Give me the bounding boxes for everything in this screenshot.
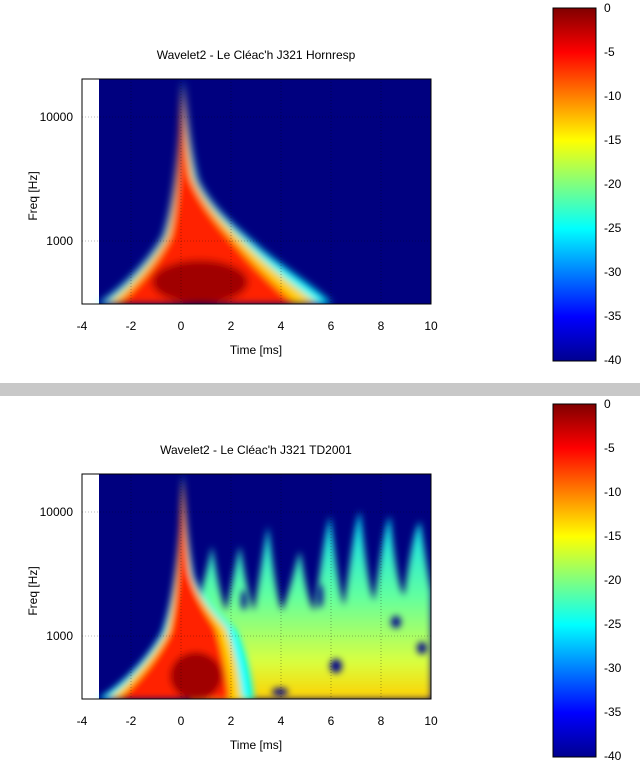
y-tick-label: 1000 [46, 234, 73, 248]
wavelet-chart-td2001: Wavelet2 - Le Cléac'h J321 TD2001 [26, 397, 622, 763]
decay-region [98, 79, 332, 304]
x-tick-label: 4 [278, 319, 285, 333]
x-tick-label: -2 [126, 714, 137, 728]
x-tick-label: -2 [126, 319, 137, 333]
y-tick-label: 10000 [40, 110, 74, 124]
colorbar-tick-label: -35 [604, 309, 622, 323]
colorbar-tick-label: -5 [604, 45, 615, 59]
y-tick-label: 1000 [46, 629, 73, 643]
floor-notches [241, 584, 427, 696]
colorbar-tick-label: -20 [604, 177, 622, 191]
colorbar [552, 403, 597, 758]
floor-fill [190, 511, 431, 699]
colorbar-tick-label: -25 [604, 221, 622, 235]
colorbar-tick-label: -15 [604, 133, 622, 147]
x-tick-labels: -4 -2 0 2 4 6 8 10 [77, 319, 438, 333]
x-axis-label: Time [ms] [230, 343, 282, 357]
decay-mid-contour [106, 84, 318, 304]
x-tick-label: 8 [378, 319, 385, 333]
grid-lines [82, 474, 431, 699]
colorbar [552, 7, 597, 362]
y-tick-labels: 10000 1000 [40, 110, 74, 248]
chart-title: Wavelet2 - Le Cléac'h J321 Hornresp [157, 48, 356, 62]
x-tick-label: 8 [378, 714, 385, 728]
x-tick-label: 6 [328, 319, 335, 333]
colorbar-tick-label: -30 [604, 265, 622, 279]
decay-peak [152, 260, 248, 304]
y-tick-label: 10000 [40, 505, 74, 519]
x-tick-label: -4 [77, 319, 88, 333]
plot-frame [81, 78, 432, 305]
residual-floor [190, 511, 431, 699]
x-tick-label: 0 [178, 319, 185, 333]
x-tick-label: 4 [278, 714, 285, 728]
wavelet-panel-td2001: Wavelet2 - Le Cléac'h J321 TD2001 [0, 396, 640, 779]
plot-frame [81, 473, 432, 700]
grid-lines [82, 79, 431, 304]
colorbar-tick-labels: 0 -5 -10 -15 -20 -25 -30 -35 -40 [604, 397, 622, 763]
x-tick-label: 10 [424, 714, 438, 728]
floor-notch [417, 642, 427, 654]
colorbar-tick-label: -10 [604, 89, 622, 103]
colorbar-tick-label: -30 [604, 661, 622, 675]
decay-outer-contour [98, 79, 332, 304]
wavelet-chart-hornresp: Wavelet2 - Le Cléac'h J321 Hornresp -4 -… [26, 1, 622, 367]
x-tick-label: 2 [228, 714, 235, 728]
colorbar-tick-label: -35 [604, 705, 622, 719]
colorbar-tick-label: -25 [604, 617, 622, 631]
colorbar-tick-labels: 0 -5 -10 -15 -20 -25 -30 -35 -40 [604, 1, 622, 367]
colorbar-tick-label: -5 [604, 441, 615, 455]
floor-notch [272, 688, 288, 696]
x-tick-label: 2 [228, 319, 235, 333]
colorbar-tick-label: -20 [604, 573, 622, 587]
colorbar-tick-label: 0 [604, 1, 611, 15]
y-tick-labels: 10000 1000 [40, 505, 74, 643]
x-tick-label: 0 [178, 714, 185, 728]
x-tick-labels: -4 -2 0 2 4 6 8 10 [77, 714, 438, 728]
floor-notch [317, 584, 323, 608]
colorbar-tick-label: 0 [604, 397, 611, 411]
no-data-band [82, 474, 99, 699]
x-tick-label: 6 [328, 714, 335, 728]
spectrogram-area [82, 474, 431, 699]
y-axis-label: Freq [Hz] [26, 566, 40, 615]
no-data-band [82, 79, 99, 304]
floor-notch [391, 616, 401, 628]
y-axis-label: Freq [Hz] [26, 171, 40, 220]
spectrogram-area [82, 79, 431, 304]
colorbar-tick-label: -40 [604, 749, 622, 763]
x-axis-label: Time [ms] [230, 738, 282, 752]
chart-title: Wavelet2 - Le Cléac'h J321 TD2001 [160, 443, 352, 457]
x-tick-label: 10 [424, 319, 438, 333]
colorbar-tick-label: -15 [604, 529, 622, 543]
decay-peak [170, 652, 222, 699]
colorbar-tick-label: -10 [604, 485, 622, 499]
panel-separator [0, 383, 640, 396]
floor-notch [241, 590, 247, 610]
colorbar-tick-label: -40 [604, 353, 622, 367]
x-tick-label: -4 [77, 714, 88, 728]
floor-notch [330, 659, 342, 673]
decay-inner-contour [118, 484, 230, 699]
decay-region [98, 474, 254, 699]
wavelet-panel-hornresp: Wavelet2 - Le Cléac'h J321 Hornresp -4 -… [0, 0, 640, 383]
